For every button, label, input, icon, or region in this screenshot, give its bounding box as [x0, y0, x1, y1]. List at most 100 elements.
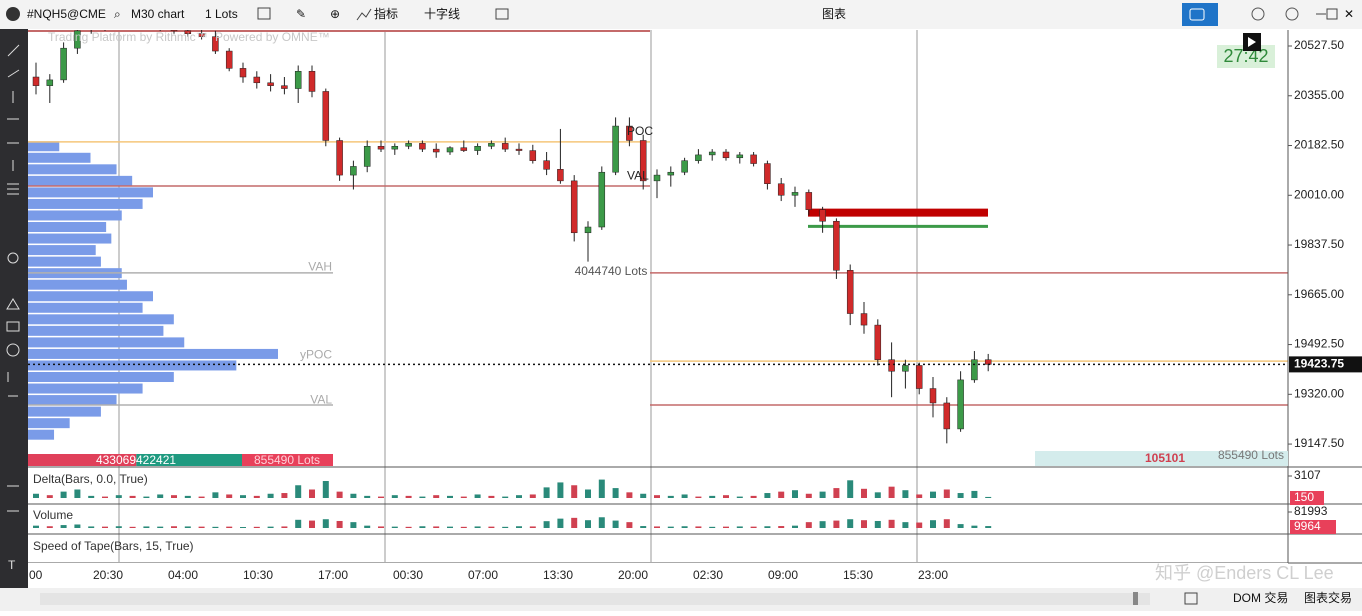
sell-total: 433069 [96, 453, 136, 467]
window-title: 图表 [822, 7, 846, 21]
y-tick-label: 19837.50 [1294, 237, 1344, 251]
zoom-icon[interactable]: ⊕ [330, 7, 340, 21]
volume-bar [847, 519, 854, 528]
dom-trade[interactable]: DOM 交易 [1233, 590, 1288, 605]
volume-bar [460, 526, 467, 528]
delta-bar [585, 489, 591, 498]
profile-bar [28, 337, 185, 348]
play-icon [1248, 37, 1256, 47]
chart-trade[interactable]: 图表交易 [1304, 590, 1352, 605]
symbol[interactable]: #NQH5@CME [27, 7, 106, 21]
camera-icon [1189, 8, 1205, 21]
delta-bar [819, 491, 826, 498]
delta-bar [598, 479, 605, 498]
crosshair[interactable]: 十字线 [424, 6, 460, 21]
plot-area [28, 30, 1288, 444]
volume-badge [1290, 520, 1336, 534]
search-icon[interactable]: ⌕ [114, 7, 121, 21]
delta-bar [433, 495, 440, 498]
volume-bar [405, 526, 412, 528]
delta-bar [74, 489, 81, 498]
delta-bar [60, 491, 67, 498]
delta-bar [847, 480, 854, 498]
delta-max: 3107 [1294, 468, 1321, 482]
profile-total: 855490 Lots [254, 453, 320, 467]
volume-bar [585, 520, 591, 528]
volume-bar [419, 526, 426, 528]
lots[interactable]: 1 Lots [205, 7, 238, 21]
tool-icons: T [6, 44, 20, 572]
delta-bar [336, 491, 343, 498]
volume-bar [792, 525, 798, 528]
template-icon[interactable] [257, 7, 271, 20]
delta-bar [378, 496, 384, 498]
profile-bar [28, 383, 143, 394]
delta-bar [957, 493, 964, 498]
camera-button[interactable] [1182, 3, 1218, 26]
candle-body [212, 36, 219, 52]
circle-icon[interactable] [1251, 7, 1265, 21]
draw-icon[interactable]: ✎ [296, 7, 306, 21]
profile-bar [28, 233, 112, 244]
delta-bar [640, 493, 647, 498]
volume-bar [971, 525, 978, 528]
time-label: 00 [29, 568, 43, 582]
right-delta: 105101 [1145, 451, 1185, 465]
volume-bar [295, 519, 302, 528]
y-tick-label: 19147.50 [1294, 436, 1344, 450]
volume-bar [557, 518, 564, 528]
volume-bar [364, 525, 371, 528]
profile-bar [28, 187, 153, 198]
volume-bar [115, 526, 122, 528]
volume-bar [681, 526, 688, 528]
candle-body [377, 145, 385, 150]
candle-body [777, 183, 785, 196]
indicators[interactable]: 指标 [374, 6, 398, 21]
volume-bar [253, 526, 260, 528]
volume-bar [750, 526, 757, 528]
time-label: 04:00 [168, 568, 198, 582]
app-icon[interactable] [6, 7, 20, 21]
time-label: 07:00 [468, 568, 498, 582]
volume-bar [447, 526, 453, 528]
volume-bar [378, 526, 384, 528]
profile-bar [28, 372, 174, 383]
delta-bar [184, 495, 191, 498]
volume-bar [184, 526, 191, 528]
volume-bar [598, 517, 605, 528]
close[interactable]: ✕ [1344, 7, 1354, 21]
layout-icon[interactable] [495, 8, 509, 20]
price-pane [28, 30, 1288, 467]
volume-bar [640, 526, 647, 528]
candle-body [971, 359, 978, 381]
candle-body [957, 379, 964, 430]
volume-max: 81993 [1294, 504, 1328, 518]
candle-body [695, 154, 702, 161]
time-label: 20:30 [93, 568, 123, 582]
volume-bar [612, 520, 619, 528]
volume-bar [833, 520, 840, 528]
volume-bar [391, 526, 398, 528]
calendar-icon[interactable] [1184, 592, 1198, 605]
watermark-rithmic: Trading Platform by Rithmic™ [48, 30, 208, 44]
scroll-thumb[interactable] [1133, 592, 1138, 605]
right-total: 855490 Lots [1218, 448, 1284, 462]
time-label: 20:00 [618, 568, 648, 582]
delta-bar [557, 482, 564, 498]
price-axis [1288, 30, 1362, 563]
candle-body [74, 30, 81, 49]
settings-icon[interactable] [1285, 7, 1299, 21]
profile-bar [28, 175, 133, 186]
candle-body [253, 76, 261, 84]
scrollbar[interactable] [40, 593, 1150, 605]
volume-bar [88, 526, 95, 528]
maximize[interactable] [1326, 8, 1338, 20]
timeframe[interactable]: M30 chart [131, 7, 185, 21]
candle-body [501, 143, 509, 150]
profile-bar [28, 302, 143, 313]
candle-body [543, 160, 550, 170]
time-label: 13:30 [543, 568, 573, 582]
delta-bar [88, 495, 95, 498]
delta-bar [447, 495, 453, 498]
